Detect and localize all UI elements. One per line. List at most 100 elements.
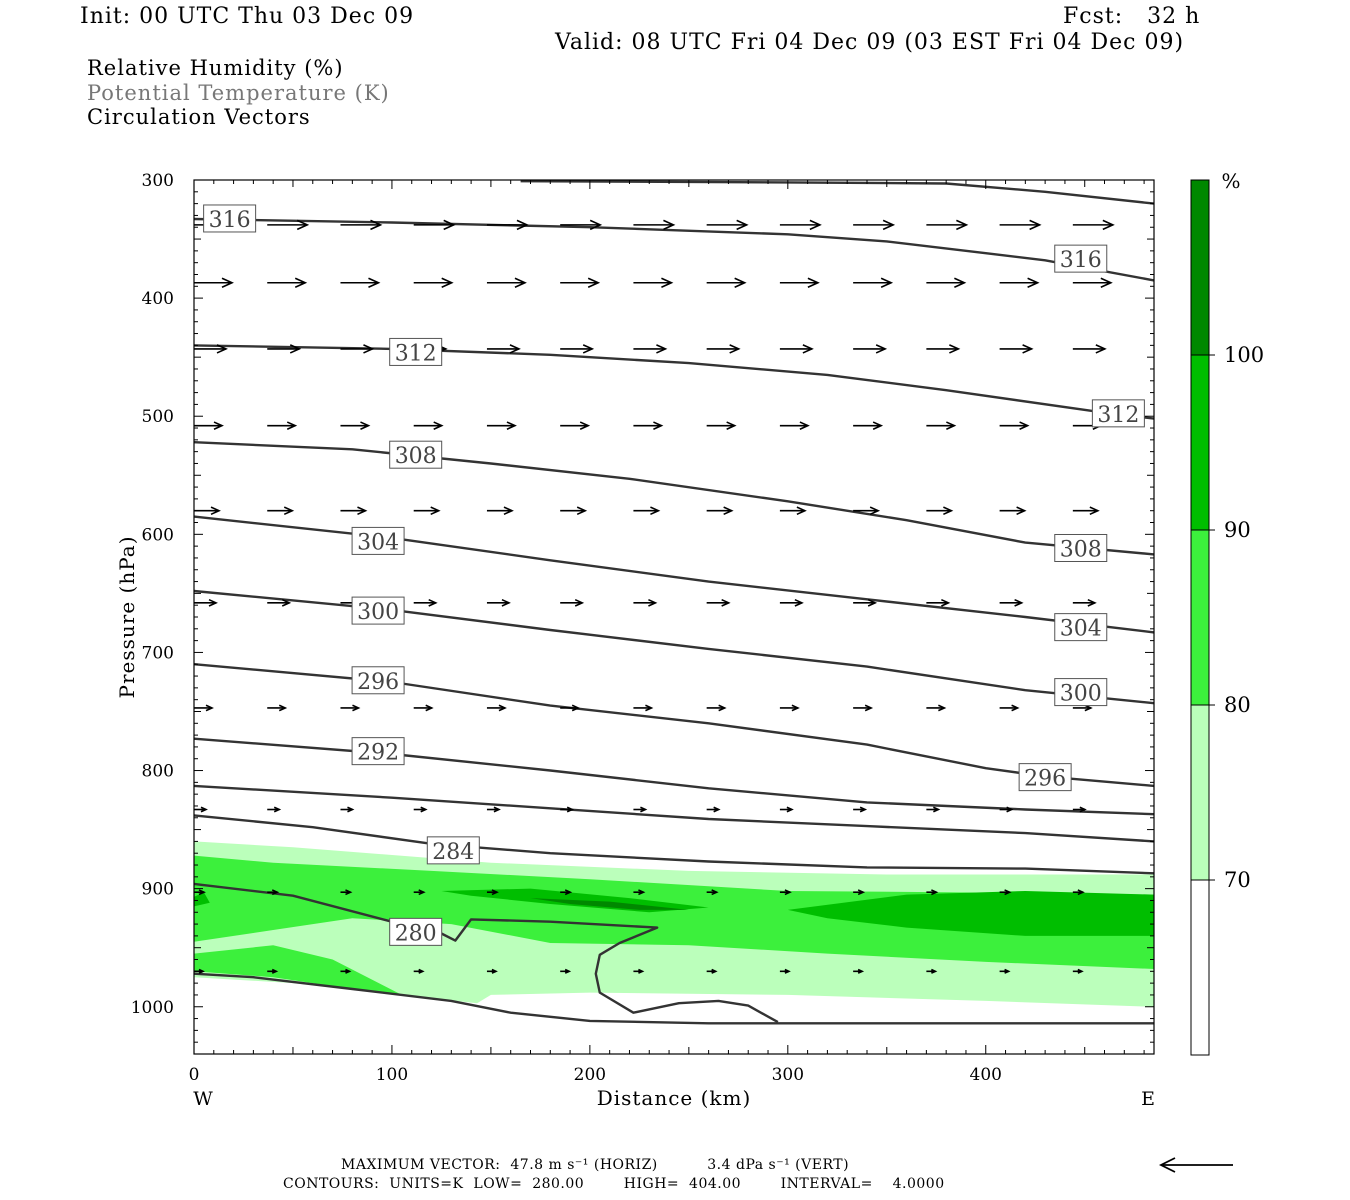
circulation-vector [267, 277, 308, 288]
vector-head [370, 219, 383, 231]
vector-head [352, 704, 361, 712]
circulation-vector [999, 889, 1012, 896]
vector-head [200, 806, 208, 813]
circulation-vector [926, 806, 941, 813]
contour-label-text: 304 [357, 530, 399, 555]
theta-contour-ground [193, 972, 1154, 1025]
circulation-vector [194, 506, 221, 516]
circulation-vector [853, 704, 874, 712]
vector-head [872, 421, 884, 430]
vector-head [363, 344, 375, 354]
circulation-vector [853, 421, 884, 430]
circulation-vector [560, 506, 588, 516]
circulation-vector [340, 968, 352, 974]
vector-head [506, 421, 517, 430]
circulation-vector [413, 277, 454, 288]
circulation-vector [633, 219, 676, 231]
vector-head [1014, 598, 1024, 607]
vector-head [946, 421, 957, 430]
circulation-vector [413, 806, 428, 813]
circulation-vector [1072, 219, 1115, 231]
contour-label-296-1: 296 [1018, 763, 1072, 792]
vector-head [516, 219, 529, 231]
circulation-vector [1072, 598, 1097, 607]
circulation-vector [340, 506, 368, 516]
circulation-vector [413, 219, 456, 231]
contour-label-316-1: 316 [1054, 244, 1108, 273]
vector-head [1004, 889, 1012, 896]
vector-head [589, 219, 603, 231]
circulation-vector [779, 344, 814, 354]
vector-head [1027, 277, 1040, 288]
colorbar-label: 70 [1224, 868, 1251, 892]
colorbar-segment [1191, 705, 1209, 880]
circulation-vector [486, 219, 529, 231]
circulation-vector [560, 344, 595, 354]
contour-label-280-0: 280 [389, 917, 443, 946]
circulation-vector [267, 219, 310, 231]
vector-head [294, 277, 308, 288]
y-tick-label: 400 [142, 289, 174, 309]
vector-head [867, 598, 878, 607]
vector-head [501, 598, 511, 607]
vector-head [566, 806, 575, 813]
contour-label-text: 308 [395, 444, 437, 469]
circulation-vector [779, 421, 810, 430]
theta-contour-292 [193, 737, 1155, 816]
circulation-vector [633, 806, 648, 813]
rh-fill-80-1 [194, 855, 1154, 969]
circulation-vector [486, 421, 517, 430]
circulation-vector [1072, 704, 1093, 712]
circulation-vector [486, 506, 514, 516]
circulation-vector [706, 806, 721, 813]
vector-head [576, 506, 588, 516]
vector-head [661, 277, 674, 288]
vector-head [857, 968, 865, 974]
vector-head [1084, 704, 1093, 712]
x-tick-label: 400 [970, 1065, 1002, 1085]
y-tick-label: 900 [142, 880, 174, 900]
vector-head [216, 344, 228, 354]
x-tick-label: 0 [189, 1065, 200, 1085]
circulation-vector [413, 421, 444, 430]
vector-head [880, 277, 894, 288]
vector-head [869, 506, 881, 516]
vector-head [794, 598, 804, 607]
contour-label-296-0: 296 [351, 666, 405, 695]
vector-head [786, 806, 794, 813]
vector-head [345, 889, 353, 896]
x-end-label-east: E [1141, 1088, 1155, 1110]
rh-fill-100-6 [530, 898, 689, 910]
circulation-vector [267, 704, 288, 712]
colorbar-segment [1191, 355, 1209, 530]
vector-head [648, 598, 658, 607]
vector-head [784, 889, 792, 896]
circulation-vector [340, 889, 353, 896]
vector-head [663, 219, 676, 231]
circulation-vector [340, 219, 383, 231]
vector-head [718, 704, 727, 712]
vector-head [357, 506, 368, 516]
contour-label-box [1054, 678, 1108, 707]
vector-head [656, 344, 668, 354]
vector-head [791, 704, 800, 712]
vector-head [1022, 344, 1034, 354]
vector-head [882, 219, 896, 231]
theta-contour-layer [193, 180, 1155, 1025]
circulation-vector [340, 704, 361, 712]
vector-head [1077, 968, 1084, 974]
circulation-vector [633, 704, 654, 712]
circulation-vector [633, 277, 674, 288]
contour-label-box [389, 440, 443, 469]
contour-label-300-1: 300 [1054, 678, 1108, 707]
theta-contour-288 [193, 784, 1155, 843]
reference-vector-arrow [1158, 1157, 1233, 1173]
vector-head [281, 598, 292, 607]
circulation-vector [1072, 506, 1100, 516]
vector-head [491, 968, 498, 974]
vector-head [587, 277, 601, 288]
circulation-vector [706, 219, 749, 231]
vector-head [645, 704, 654, 712]
contour-label-box [351, 666, 405, 695]
